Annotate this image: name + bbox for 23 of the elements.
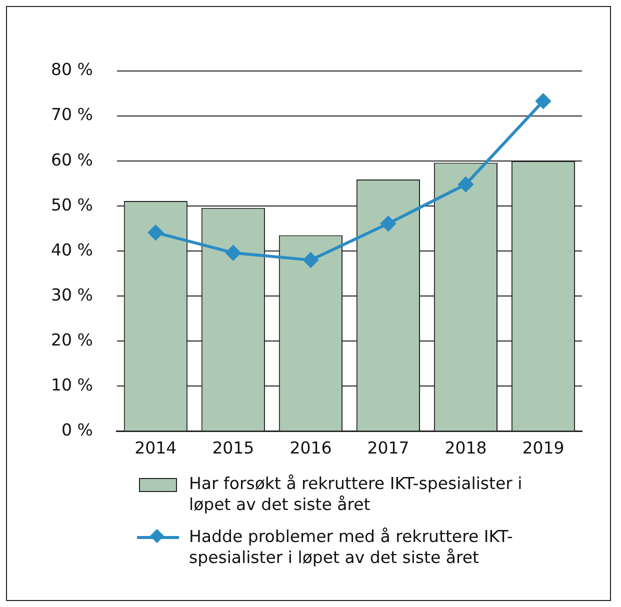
y-tick-label: 80 %: [50, 60, 93, 80]
legend-label: Hadde problemer med å rekruttere IKT-spesialister i løpet av det siste året: [189, 526, 514, 569]
x-tick-label: 2019: [522, 438, 564, 458]
y-tick-label: 40 %: [50, 240, 93, 260]
text: Har forsøkt å rekruttere IKT-spesialister i løpet av det siste året: [189, 473, 524, 516]
y-tick-label: 20 %: [50, 330, 93, 350]
point: [380, 216, 396, 232]
point: [303, 252, 318, 268]
y-tick-label: 60 %: [50, 150, 93, 170]
x-tick-label: 2014: [134, 438, 177, 458]
x-tick-label: 2017: [367, 438, 410, 458]
y-tick-label: 50 %: [50, 195, 93, 214]
point: [536, 94, 551, 109]
y-tick-label: 70 %: [50, 105, 93, 124]
x-tick-label: 2015: [212, 438, 254, 458]
point: [458, 176, 474, 192]
point: [226, 245, 241, 260]
y-tick-label: 30 %: [50, 285, 93, 304]
point: [148, 225, 164, 240]
x-tick-label: 2016: [290, 438, 332, 458]
y-tick-label: 10 %: [50, 375, 93, 394]
x-tick-label: 2018: [444, 438, 487, 458]
y-tick-label: 0 %: [61, 420, 93, 440]
